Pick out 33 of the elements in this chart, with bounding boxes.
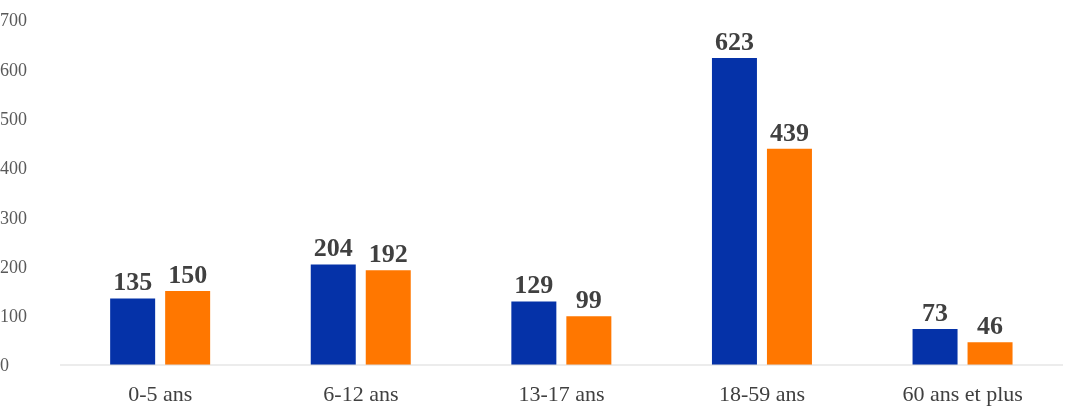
data-label: 623 xyxy=(714,26,754,56)
bar xyxy=(766,148,812,365)
data-label: 150 xyxy=(168,260,208,290)
y-tick-label: 400 xyxy=(0,158,27,179)
data-label: 46 xyxy=(977,311,1004,341)
data-label: 192 xyxy=(368,239,408,269)
bar xyxy=(110,298,156,365)
y-tick-label: 0 xyxy=(0,355,9,376)
bar xyxy=(365,270,411,365)
y-tick-label: 300 xyxy=(0,207,27,228)
data-label: 204 xyxy=(313,233,353,263)
y-tick-label: 200 xyxy=(0,256,27,277)
data-label: 73 xyxy=(922,298,949,328)
data-label: 99 xyxy=(575,285,602,315)
data-label: 439 xyxy=(769,117,809,147)
x-tick-label: 13-17 ans xyxy=(518,380,605,406)
y-tick-label: 600 xyxy=(0,59,27,80)
bar xyxy=(566,316,612,365)
x-tick-label: 18-59 ans xyxy=(719,380,806,406)
data-label: 129 xyxy=(514,270,554,300)
bar xyxy=(310,264,356,365)
bar xyxy=(511,301,557,365)
x-tick-label: 6-12 ans xyxy=(323,380,399,406)
x-tick-label: 60 ans et plus xyxy=(902,380,1023,406)
y-tick-label: 500 xyxy=(0,108,27,129)
y-tick-label: 100 xyxy=(0,306,27,327)
bar xyxy=(967,342,1013,365)
x-tick-label: 0-5 ans xyxy=(128,380,193,406)
y-tick-label: 700 xyxy=(0,10,27,31)
bar xyxy=(711,57,757,365)
bar xyxy=(165,291,211,365)
bar xyxy=(912,329,958,365)
data-label: 135 xyxy=(113,267,153,297)
